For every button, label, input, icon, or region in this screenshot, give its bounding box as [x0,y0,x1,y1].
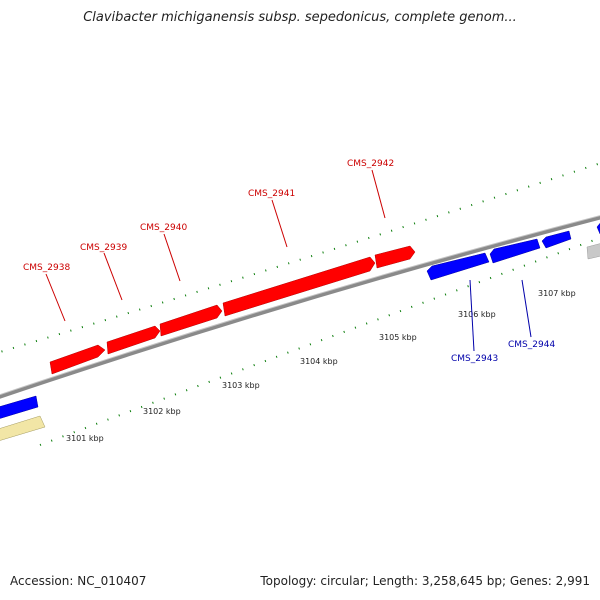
forward-genes [49,245,416,375]
gene-cms-2943[interactable] [426,252,490,281]
leader-cms-2941 [271,199,288,248]
gene-reverse-3[interactable] [541,230,572,249]
gene-label-cms-2942[interactable]: CMS_2942 [347,159,394,169]
leader-cms-2940 [163,233,181,282]
gene-label-cms-2941[interactable]: CMS_2941 [248,189,295,199]
gene-label-cms-2943[interactable]: CMS_2943 [451,354,498,364]
leader-cms-2943 [469,279,475,352]
gene-cms-2941[interactable] [222,256,376,317]
gene-cms-2942[interactable] [374,245,416,269]
forward-tick-ring [0,162,600,354]
gene-reverse-left[interactable] [0,395,39,420]
genome-summary-text: Topology: circular; Length: 3,258,645 bp… [260,574,590,588]
leader-cms-2944 [521,279,532,338]
gene-cms-2939[interactable] [106,325,161,355]
leader-cms-2939 [103,252,123,301]
gene-yellow[interactable] [0,415,46,442]
genome-backbone-highlight [0,215,600,396]
gene-label-cms-2940[interactable]: CMS_2940 [140,223,187,233]
gene-cms-2938[interactable] [49,344,106,375]
gene-label-leaders [45,169,532,352]
gene-label-cms-2944[interactable]: CMS_2944 [508,340,555,350]
gene-label-cms-2939[interactable]: CMS_2939 [80,243,127,253]
kbp-tick-labels: 3101 kbp 3102 kbp 3103 kbp 3104 kbp 3105… [66,289,576,443]
accession-text: Accession: NC_010407 [10,574,147,588]
genome-backbone [0,215,600,399]
leader-cms-2938 [45,273,66,322]
tick-label-3102: 3102 kbp [143,407,181,416]
tick-label-3107: 3107 kbp [538,289,576,298]
tick-label-3104: 3104 kbp [300,357,338,366]
tick-label-3101: 3101 kbp [66,434,104,443]
gene-cms-2944[interactable] [489,238,541,264]
leader-cms-2942 [371,169,386,219]
gene-gray[interactable] [586,241,600,260]
map-title: Clavibacter michiganensis subsp. sepedon… [83,10,517,25]
gene-labels: CMS_2938 CMS_2939 CMS_2940 CMS_2941 CMS_… [23,159,555,364]
tick-label-3103: 3103 kbp [222,381,260,390]
gene-label-cms-2938[interactable]: CMS_2938 [23,263,70,273]
reverse-genes [0,222,600,442]
tick-label-3105: 3105 kbp [379,333,417,342]
tick-label-3106: 3106 kbp [458,310,496,319]
gene-cms-2940[interactable] [159,304,223,337]
